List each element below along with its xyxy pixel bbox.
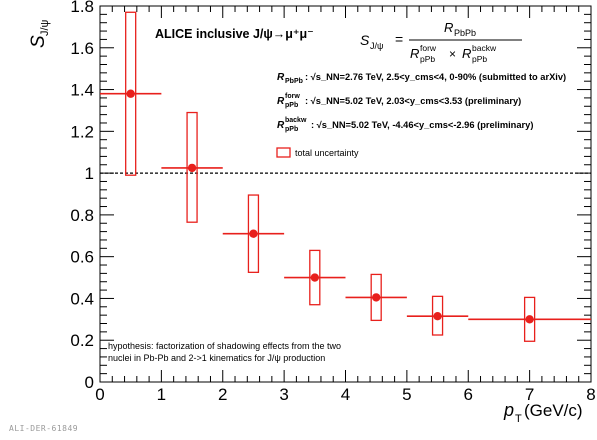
data-point	[100, 11, 162, 176]
hypothesis-annotation: hypothesis: factorization of shadowing e…	[108, 341, 341, 363]
legend-line: R PbPb: √s_NN=2.76 TeV, 2.5<y_cms<4, 0-90…	[277, 72, 566, 85]
x-tick-label: 8	[586, 385, 595, 404]
legend: R PbPb: √s_NN=2.76 TeV, 2.5<y_cms<4, 0-90…	[277, 72, 566, 133]
y-tick-label: 1.6	[70, 39, 94, 58]
data-marker	[249, 229, 258, 238]
y-tick-label: 1.4	[70, 81, 94, 100]
x-tick-label: 1	[157, 385, 166, 404]
formula-den-left-sup: forw	[420, 43, 437, 53]
legend-r-symbol: R	[277, 72, 285, 83]
data-point	[468, 296, 591, 342]
plot-frame	[99, 5, 592, 383]
figure-id: ALI-DER-61849	[9, 424, 79, 433]
legend-text: : √s_NN=5.02 TeV, 2.03<y_cms<3.53 (preli…	[305, 96, 521, 106]
data-point	[284, 249, 346, 306]
y-tick-label: 1.2	[70, 122, 94, 141]
formula-den-right-sup: backw	[472, 43, 497, 53]
y-tick-label: 0.4	[70, 289, 94, 308]
data-marker	[187, 163, 197, 173]
y-tick-label: 1.8	[70, 0, 94, 16]
legend-r-sub: PbPb	[285, 78, 303, 85]
y-axis-label-main: S	[28, 35, 49, 48]
formula-den-left: R	[410, 46, 419, 61]
x-tick-label: 0	[95, 385, 104, 404]
data-points	[100, 11, 591, 342]
formula-numerator-sub: PbPb	[454, 28, 476, 38]
legend-total-uncertainty: total uncertainty	[276, 147, 359, 158]
x-tick-label: 5	[402, 385, 411, 404]
legend-text: : √s_NN=2.76 TeV, 2.5<y_cms<4, 0-90% (su…	[305, 72, 566, 82]
data-marker	[310, 273, 320, 282]
y-tick-label: 0.2	[70, 331, 94, 350]
legend-r-sub: pPb	[285, 102, 298, 109]
legend-text: : √s_NN=5.02 TeV, -4.46<y_cms<-2.96 (pre…	[311, 120, 533, 130]
data-marker	[371, 293, 381, 302]
formula-den-right-sub: pPb	[472, 54, 487, 64]
formula: S J/ψ = R PbPb R forw pPb × R backw pPb	[360, 20, 522, 64]
data-marker	[525, 315, 534, 324]
x-tick-label: 3	[279, 385, 288, 404]
legend-r-sup: forw	[285, 93, 300, 100]
chart-title: ALICE inclusive J/ψ→μ⁺μ⁻	[155, 27, 314, 41]
x-tick-label: 6	[464, 385, 473, 404]
annotation-line-2: nuclei in Pb-Pb and 2->1 kinematics for …	[108, 353, 325, 363]
y-tick-label: 0.6	[70, 248, 94, 267]
formula-lhs: S	[360, 32, 370, 48]
data-point	[161, 111, 223, 223]
x-axis-label-sub: T	[515, 413, 522, 425]
legend-r-symbol: R	[277, 96, 285, 107]
y-tick-label: 0	[85, 373, 94, 392]
x-axis-label-unit: (GeV/c)	[524, 401, 583, 420]
x-tick-label: 2	[218, 385, 227, 404]
formula-lhs-sub: J/ψ	[370, 41, 383, 51]
x-axis-label-p: p	[503, 400, 514, 420]
legend-box-label: total uncertainty	[295, 148, 359, 158]
legend-r-sup: backw	[285, 117, 307, 124]
x-axis-label: p T (GeV/c)	[503, 400, 583, 425]
x-tick-label: 4	[341, 385, 350, 404]
axes: 0 1 2 3 4 5 6 7 8 0 0.2 0.4 0.6 0.8 1 1.2 1.4 1.6 1.8	[70, 0, 595, 404]
legend-r-symbol: R	[277, 120, 285, 131]
y-axis-label: S J/ψ	[28, 19, 51, 48]
y-tick-label: 0.8	[70, 206, 94, 225]
data-point	[406, 295, 469, 336]
data-marker	[126, 89, 135, 98]
legend-r-sub: pPb	[285, 126, 298, 133]
x-tick-label: 7	[525, 385, 534, 404]
legend-box-swatch	[276, 147, 291, 158]
formula-numerator: R	[444, 20, 453, 35]
y-tick-label: 1	[85, 164, 94, 183]
formula-times: ×	[449, 47, 456, 61]
formula-den-left-sub: pPb	[420, 54, 435, 64]
y-axis-label-sub: J/ψ	[39, 19, 51, 36]
data-marker	[433, 312, 442, 321]
formula-den-right: R	[462, 46, 471, 61]
formula-equals: =	[395, 31, 403, 47]
annotation-line-1: hypothesis: factorization of shadowing e…	[108, 341, 341, 351]
data-point	[345, 273, 407, 322]
data-point	[222, 194, 285, 273]
